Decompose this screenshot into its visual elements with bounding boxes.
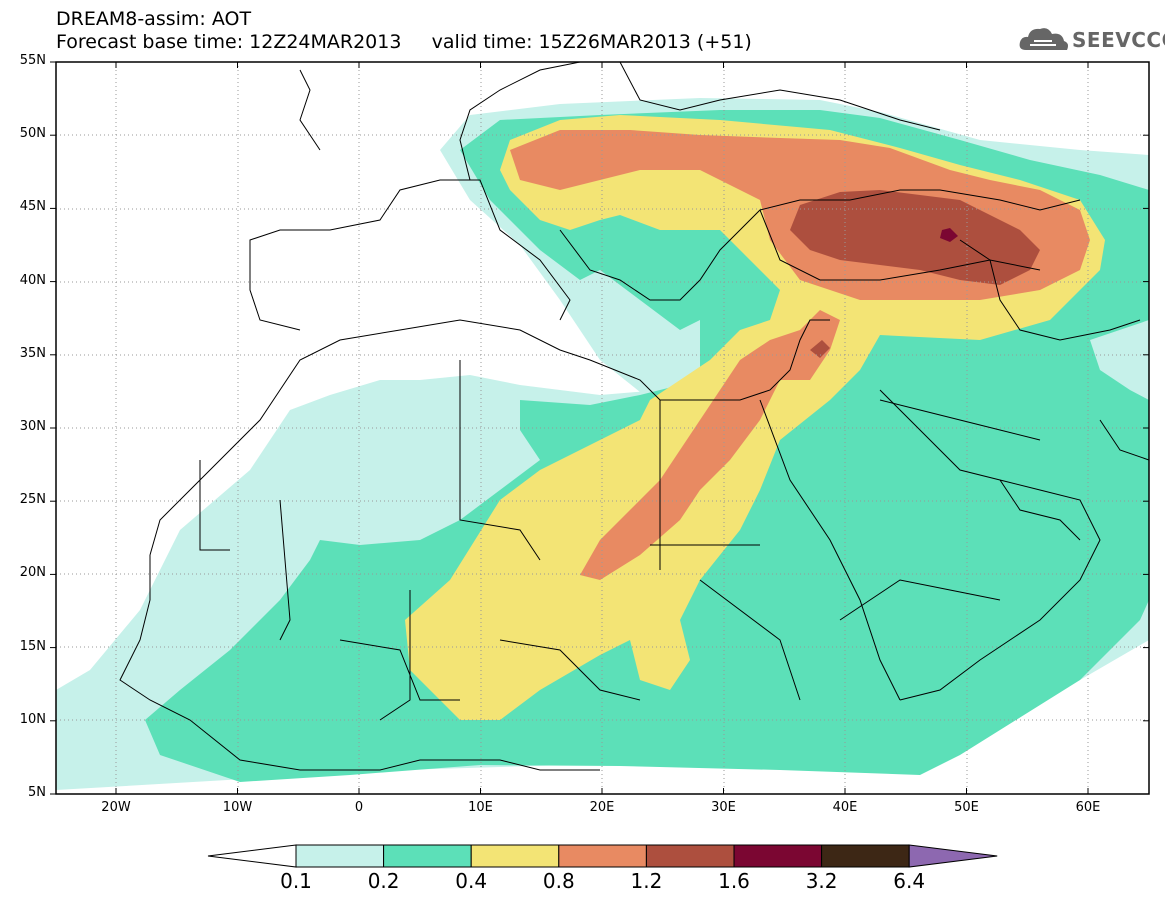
lat-label: 25N [19, 492, 46, 508]
lon-label: 0 [354, 800, 364, 815]
lat-label: 20N [19, 565, 46, 581]
colorbar-label: 3.2 [805, 869, 838, 893]
lat-label: 15N [19, 638, 46, 654]
colorbar-label: 1.6 [718, 869, 750, 893]
logo-text: SEEVCCC [1072, 28, 1165, 52]
colorbar-label: 1.2 [630, 869, 663, 893]
colorbar-label: 0.8 [542, 869, 575, 893]
lat-label: 50N [19, 126, 46, 142]
lon-label: 30E [711, 800, 736, 815]
colorbar-label: 0.1 [280, 869, 312, 893]
cloud-icon [1019, 28, 1068, 50]
lat-label: 55N [19, 53, 46, 68]
seevccc-logo: SEEVCCC [1018, 24, 1165, 56]
lon-label: 20W [101, 800, 131, 815]
lon-label: 10W [222, 800, 253, 815]
coastlines [119, 62, 1149, 771]
lon-label: 10E [468, 800, 493, 815]
lon-label: 20E [589, 800, 615, 815]
lat-label: 40N [19, 272, 46, 288]
colorbar-label: 0.2 [367, 869, 400, 893]
lat-label: 10N [19, 711, 46, 727]
aot-contours [56, 62, 1149, 794]
lon-label: 60E [1075, 800, 1101, 815]
lat-label: 45N [19, 199, 46, 215]
map-subtitle: Forecast base time: 12Z24MAR2013 valid t… [56, 31, 752, 53]
colorbar-label: 6.4 [893, 869, 926, 893]
lon-label: 40E [832, 800, 858, 815]
lat-label: 5N [28, 785, 46, 800]
lat-label: 35N [19, 345, 46, 361]
contour-1.2 [790, 190, 1040, 358]
colorbar-label: 0.4 [455, 869, 488, 893]
lat-label: 30N [19, 419, 46, 434]
contour-1.6 [940, 228, 958, 242]
map-title: DREAM8-assim: AOT [56, 8, 252, 30]
lon-label: 50E [954, 800, 979, 815]
